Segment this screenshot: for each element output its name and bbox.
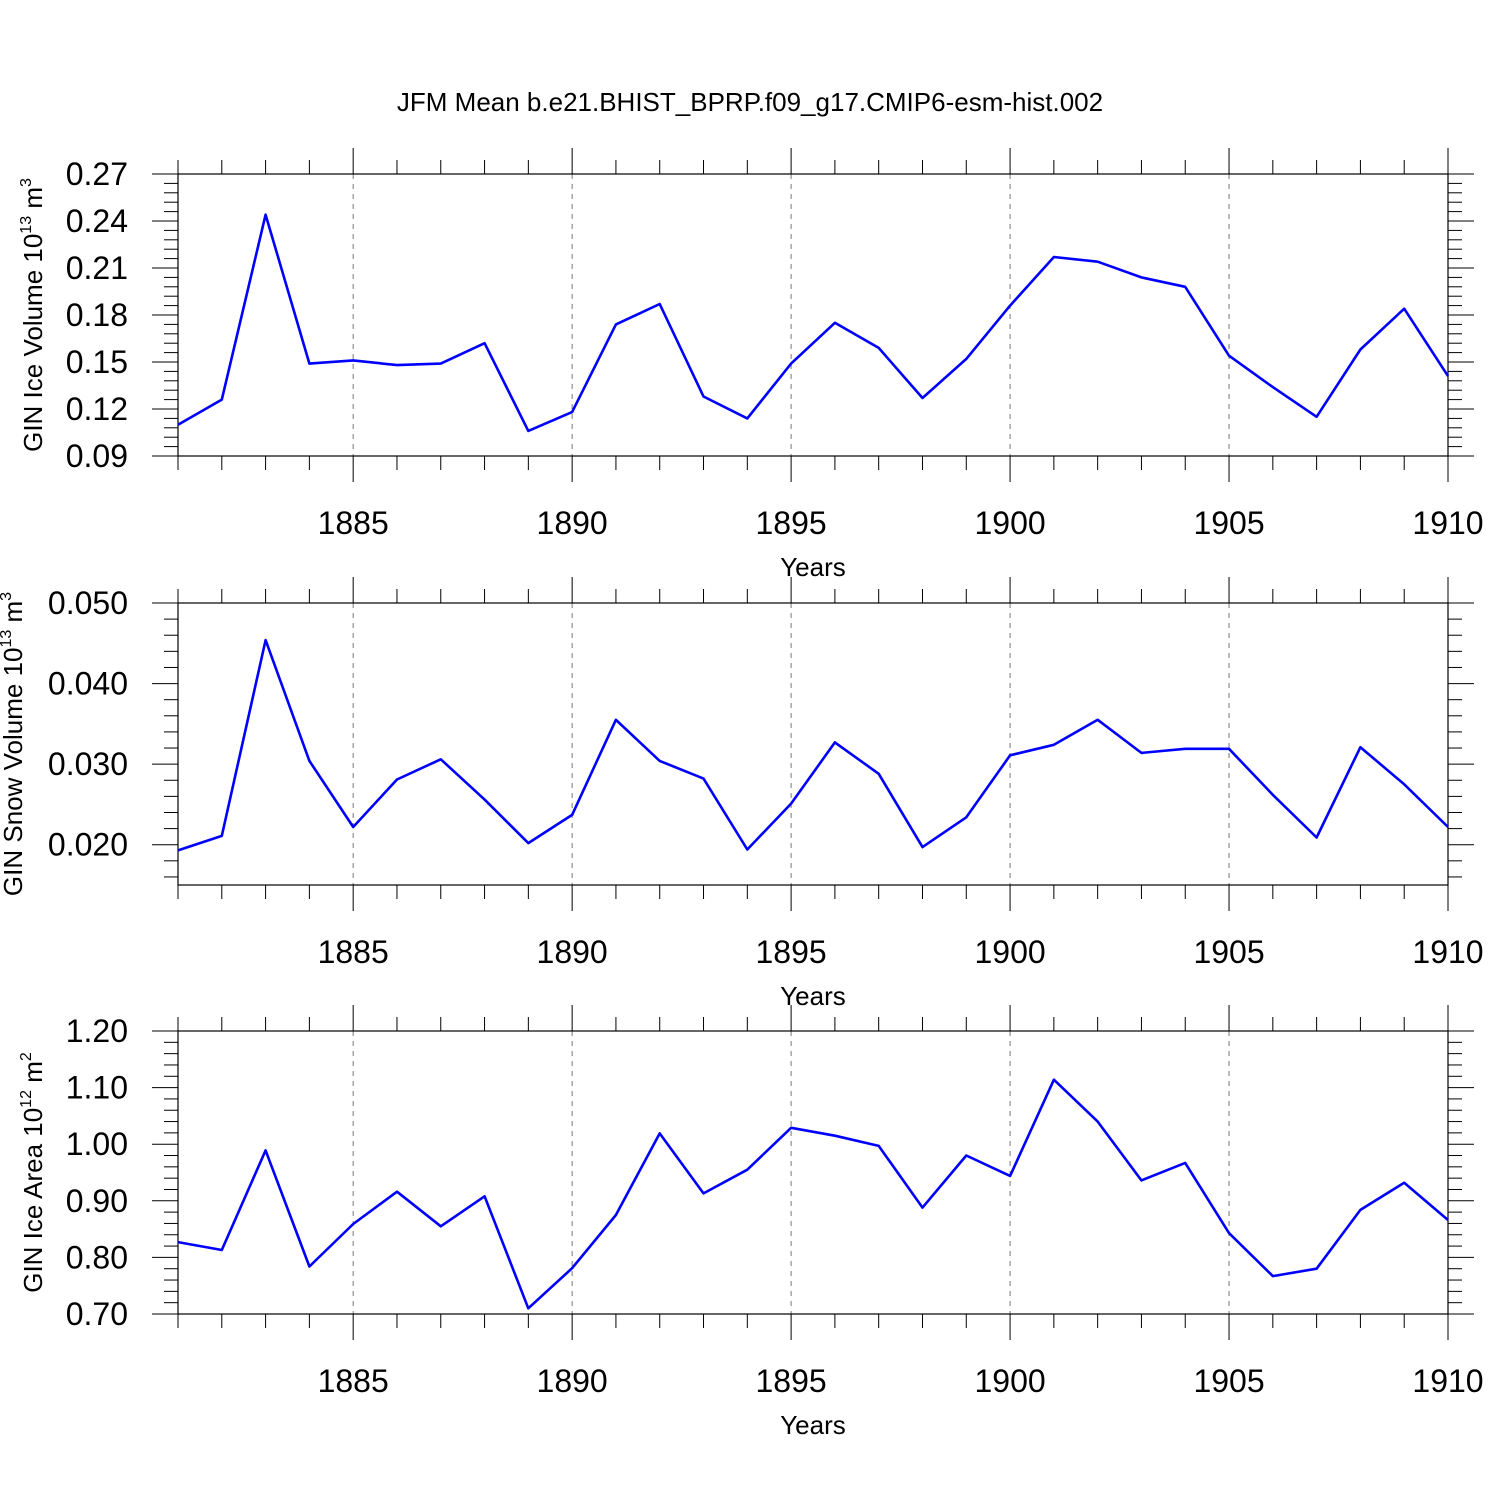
y-axis-label: GIN Snow Volume 1013 m3 [0, 592, 28, 896]
y-axis-label-part: m [0, 601, 28, 630]
x-tick-label: 1890 [537, 1363, 608, 1399]
y-tick-label: 0.80 [66, 1239, 128, 1275]
x-tick-label: 1895 [756, 505, 827, 541]
y-tick-label: 0.27 [66, 156, 128, 192]
x-tick-label: 1900 [974, 934, 1045, 970]
y-tick-label: 0.24 [66, 203, 128, 239]
series-line [177, 638, 1449, 852]
y-tick-label: 0.18 [66, 297, 128, 333]
x-tick-label: 1910 [1412, 934, 1483, 970]
x-tick-label: 1905 [1193, 1363, 1264, 1399]
x-axis-label: Years [780, 981, 846, 1011]
y-tick-label: 1.10 [66, 1070, 128, 1106]
y-axis-label-part: GIN Snow Volume 10 [0, 648, 28, 897]
y-axis-label-part: 13 [18, 216, 35, 234]
x-tick-label: 1905 [1193, 505, 1264, 541]
x-tick-label: 1905 [1193, 934, 1264, 970]
y-tick-label: 0.70 [66, 1296, 128, 1332]
y-tick-label: 0.09 [66, 438, 128, 474]
y-axis-label-part: 3 [0, 592, 15, 601]
panel-ice-area: 0.70 0.80 0.90 1.00 1.10 1.20 1885 1890 1895 1900… [18, 1005, 1484, 1440]
y-tick-label: 1.00 [66, 1126, 128, 1162]
y-tick-label: 0.21 [66, 250, 128, 286]
x-tick-label: 1895 [756, 934, 827, 970]
series-line [177, 213, 1450, 433]
x-tick-label: 1885 [318, 505, 389, 541]
x-tick-label: 1900 [974, 1363, 1045, 1399]
y-axis-label-part: GIN Ice Area 10 [18, 1108, 48, 1293]
x-tick-label: 1910 [1412, 505, 1483, 541]
y-tick-label: 0.040 [48, 666, 128, 702]
x-tick-label: 1895 [756, 1363, 827, 1399]
y-axis-label-part: 12 [18, 1090, 35, 1108]
y-axis-label-part: m [18, 1061, 48, 1090]
x-tick-label: 1890 [537, 505, 608, 541]
y-axis-label-part: m [18, 187, 48, 216]
y-axis-label: GIN Ice Area 1012 m2 [18, 1052, 48, 1293]
y-tick-label: 0.15 [66, 344, 128, 380]
x-tick-label: 1910 [1412, 1363, 1483, 1399]
y-axis-label-part: GIN Ice Volume 10 [18, 234, 48, 452]
y-tick-label: 0.020 [48, 827, 128, 863]
x-tick-label: 1900 [974, 505, 1045, 541]
series-line [177, 1078, 1449, 1310]
x-tick-label: 1885 [318, 934, 389, 970]
x-axis-label: Years [780, 1410, 846, 1440]
x-tick-label: 1885 [318, 1363, 389, 1399]
y-axis-label-part: 2 [18, 1052, 35, 1061]
x-axis-label: Years [780, 552, 846, 582]
y-tick-label: 0.030 [48, 746, 128, 782]
y-tick-label: 0.050 [48, 585, 128, 621]
plot-frame [177, 1030, 1449, 1315]
plot-frame [177, 602, 1449, 886]
y-tick-label: 1.20 [66, 1013, 128, 1049]
panel-snow-volume: 0.020 0.030 0.040 0.050 1885 1890 1895 1900 1905… [0, 577, 1484, 1011]
y-axis-label-part: 3 [18, 178, 35, 187]
y-tick-label: 0.90 [66, 1183, 128, 1219]
x-tick-label: 1890 [537, 934, 608, 970]
plot-frame [177, 173, 1449, 457]
panel-ice-volume: 0.09 0.12 0.15 0.18 0.21 0.24 0.27 1885 1890 1895… [18, 148, 1484, 582]
chart-title: JFM Mean b.e21.BHIST_BPRP.f09_g17.CMIP6-… [397, 87, 1103, 117]
y-tick-label: 0.12 [66, 391, 128, 427]
y-axis-label: GIN Ice Volume 1013 m3 [18, 178, 48, 452]
y-axis-label-part: 13 [0, 630, 15, 648]
